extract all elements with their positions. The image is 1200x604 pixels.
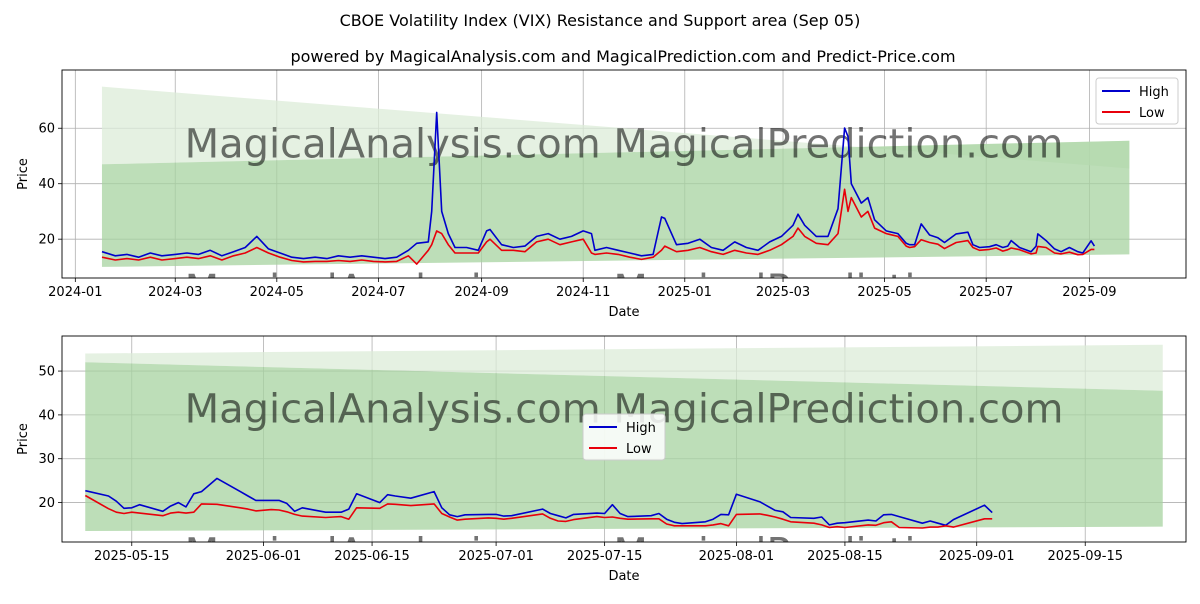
x-axis-label: Date	[608, 305, 639, 320]
support-band	[101, 140, 1130, 267]
x-tick-label: 2024-03	[148, 285, 202, 300]
x-tick-label: 2025-08-01	[699, 549, 775, 564]
y-tick-label: 40	[38, 408, 55, 423]
legend-label-high: High	[1139, 85, 1169, 100]
plot-area: MagicalAnalysis.com MagicalPrediction.co…	[62, 70, 1186, 313]
watermark-text: MagicalAnalysis.com MagicalPrediction.co…	[185, 267, 1064, 313]
resistance-band	[85, 344, 1163, 391]
watermark-text: MagicalAnalysis.com MagicalPrediction.co…	[185, 531, 1064, 577]
y-tick-label: 20	[38, 233, 55, 248]
x-tick-label: 2024-07	[351, 285, 405, 300]
series-line-low	[101, 188, 1095, 265]
x-tick-label: 2025-03	[756, 285, 810, 300]
x-tick-label: 2025-06-15	[334, 549, 410, 564]
y-tick-label: 50	[38, 365, 55, 380]
x-tick-label: 2025-05	[857, 285, 911, 300]
x-tick-label: 2025-09-01	[939, 549, 1015, 564]
bottom-panel: MagicalAnalysis.com MagicalPrediction.co…	[16, 335, 1187, 584]
legend: High Low	[582, 413, 666, 461]
y-tick-label: 40	[38, 177, 55, 192]
legend: High Low	[1095, 77, 1179, 125]
y-tick-label: 20	[38, 496, 55, 511]
x-tick-label: 2025-08-15	[807, 549, 883, 564]
x-tick-label: 2025-07-01	[458, 549, 534, 564]
legend-label-low: Low	[626, 442, 652, 457]
x-tick-label: 2024-11	[556, 285, 610, 300]
y-axis-label: Price	[16, 158, 31, 190]
x-tick-label: 2025-07-15	[567, 549, 643, 564]
legend-label-low: Low	[1139, 106, 1165, 121]
chart-subtitle: powered by MagicalAnalysis.com and Magic…	[290, 47, 955, 66]
x-tick-label: 2024-01	[48, 285, 102, 300]
x-tick-label: 2025-09	[1062, 285, 1116, 300]
x-axis-label: Date	[608, 569, 639, 584]
watermark-text: MagicalAnalysis.com MagicalPrediction.co…	[185, 121, 1064, 167]
x-tick-label: 2025-05-15	[94, 549, 170, 564]
plot-frame	[61, 335, 1187, 543]
series-line-low	[84, 494, 993, 529]
x-tick-label: 2025-01	[658, 285, 712, 300]
series-line-high	[85, 477, 993, 527]
x-tick-label: 2024-09	[454, 285, 508, 300]
x-tick-label: 2025-06-01	[226, 549, 302, 564]
chart-title: CBOE Volatility Index (VIX) Resistance a…	[340, 11, 861, 30]
y-axis-label: Price	[16, 423, 31, 455]
plot-frame	[61, 69, 1187, 279]
series-line-high	[101, 111, 1096, 260]
x-tick-label: 2025-09-15	[1047, 549, 1123, 564]
y-tick-label: 30	[38, 452, 55, 467]
x-tick-label: 2025-07	[959, 285, 1013, 300]
top-panel: MagicalAnalysis.com MagicalPrediction.co…	[16, 69, 1187, 320]
legend-label-high: High	[626, 421, 656, 436]
y-tick-label: 60	[38, 122, 55, 137]
x-tick-label: 2024-05	[250, 285, 304, 300]
